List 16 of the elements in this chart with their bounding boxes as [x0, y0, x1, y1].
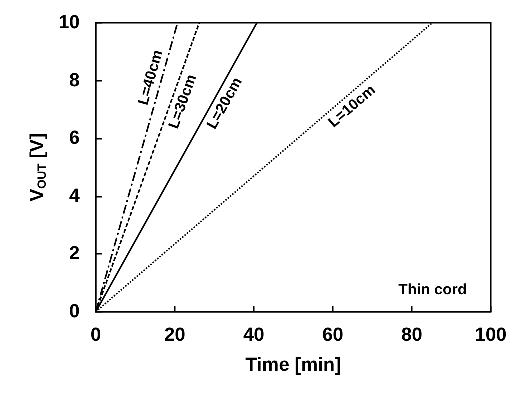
x-tick-label: 80 [401, 325, 423, 346]
x-tick-label: 20 [164, 325, 186, 346]
text: L=40cm [135, 48, 167, 108]
x-tick-label: 60 [322, 325, 344, 346]
annotation: Thin cord [398, 282, 467, 298]
x-tick-label: 40 [243, 325, 265, 346]
y-tick-label: 6 [69, 128, 80, 150]
y-tick-label: 8 [69, 70, 80, 92]
y-tick-label: 2 [69, 244, 80, 265]
x-tick-label: 100 [475, 325, 507, 346]
y-tick-label: 10 [58, 12, 80, 34]
x-axis-title: Time [min] [246, 355, 342, 376]
x-tick-label: 0 [90, 325, 102, 346]
y-tick-label: 4 [69, 186, 80, 207]
y-axis-title: VOUT [V] [27, 133, 49, 202]
y-tick-label: 0 [69, 302, 80, 322]
